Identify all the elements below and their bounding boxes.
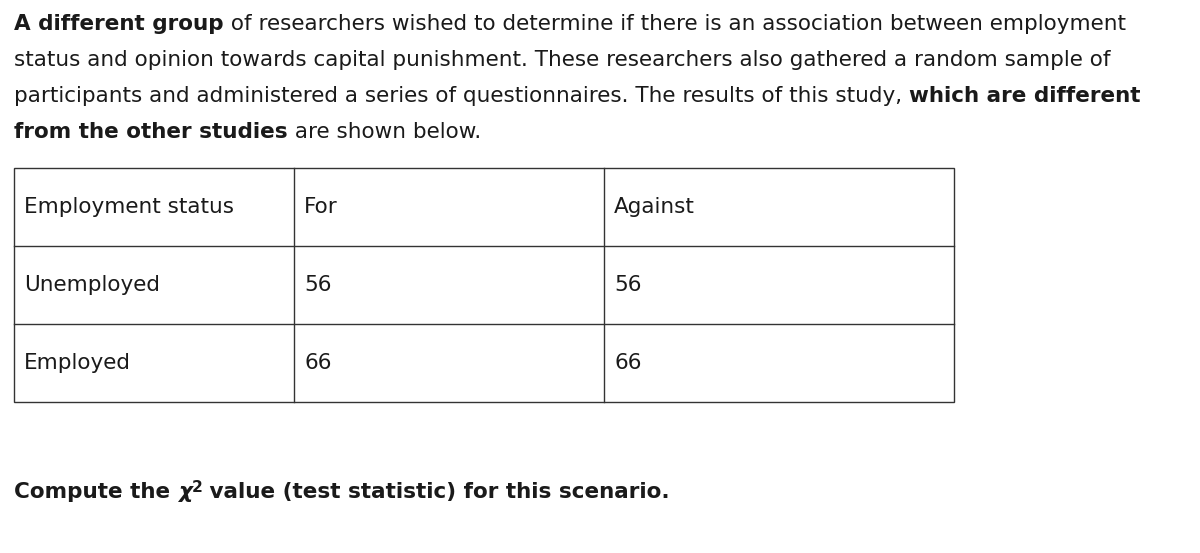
Text: A different group: A different group (14, 14, 223, 34)
Text: from the other studies: from the other studies (14, 122, 288, 142)
Text: which are different: which are different (910, 86, 1140, 106)
Text: are shown below.: are shown below. (288, 122, 481, 142)
Text: For: For (304, 197, 337, 217)
Text: value (test statistic) for this scenario.: value (test statistic) for this scenario… (203, 482, 670, 502)
Text: Employed: Employed (24, 353, 131, 373)
Text: Employment status: Employment status (24, 197, 234, 217)
Text: 66: 66 (304, 353, 331, 373)
Text: 66: 66 (614, 353, 642, 373)
Text: participants and administered a series of questionnaires. The results of this st: participants and administered a series o… (14, 86, 910, 106)
Text: χ: χ (178, 482, 192, 502)
Text: 56: 56 (304, 275, 331, 295)
Text: Compute the: Compute the (14, 482, 178, 502)
Text: Unemployed: Unemployed (24, 275, 160, 295)
Text: 2: 2 (192, 480, 203, 495)
Bar (14, 168, 954, 402)
Text: Against: Against (614, 197, 695, 217)
Text: of researchers wished to determine if there is an association between employment: of researchers wished to determine if th… (223, 14, 1126, 34)
Text: 56: 56 (614, 275, 642, 295)
Text: status and opinion towards capital punishment. These researchers also gathered a: status and opinion towards capital punis… (14, 50, 1110, 70)
